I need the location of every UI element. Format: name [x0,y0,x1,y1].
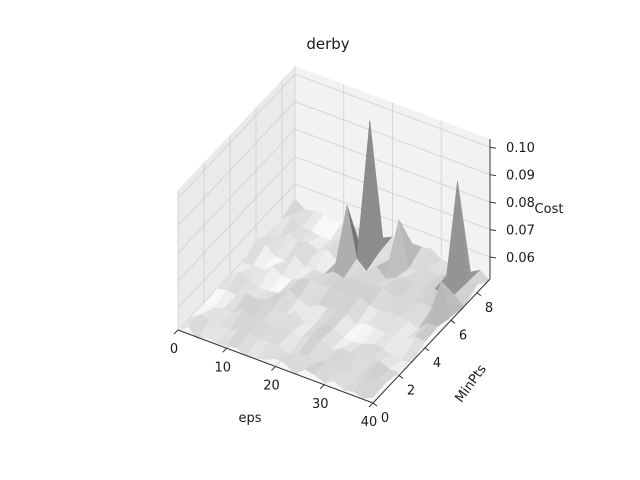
minpts-tick-label: 0 [381,411,389,426]
eps-tick-label: 10 [214,360,231,375]
minpts-tick [476,292,482,297]
eps-tick-label: 30 [312,397,329,412]
gridline-cost-side [294,101,491,176]
eps-tick-label: 40 [361,415,378,430]
eps-tick [368,402,374,408]
gridline-cost-back [177,183,296,309]
cost-tick-label: 0.06 [506,251,535,266]
cost-tick-label: 0.09 [506,169,535,184]
z-axis-label: Cost [535,202,564,217]
chart-title: derby [306,35,349,53]
x-axis-label: eps [238,411,261,426]
eps-tick-label: 20 [263,379,280,394]
minpts-tick-label: 6 [459,328,467,343]
minpts-tick-label: 4 [433,356,441,371]
minpts-tick [398,375,404,379]
minpts-tick-label: 8 [485,301,493,316]
gridline-cost-side [294,73,491,148]
cost-surface [177,120,491,399]
cost-tick [489,201,497,204]
eps-tick [222,347,228,353]
gridline-cost-back [177,156,296,281]
cost-tick-label: 0.07 [506,224,535,239]
cost-tick [489,174,497,177]
gridline-cost-back [177,128,296,254]
minpts-tick [372,402,378,407]
minpts-axis-line [372,278,491,404]
cost-tick-label: 0.08 [506,196,535,211]
cost-tick [489,146,497,149]
gridline-cost-back [177,101,296,226]
eps-tick [173,329,179,335]
minpts-tick [424,347,430,352]
eps-tick [271,366,276,371]
y-axis-label: MinPts [453,362,490,406]
gridline-cost-back [177,73,296,199]
eps-tick-label: 0 [170,342,178,357]
eps-tick [319,384,325,390]
cost-tick [489,229,497,232]
minpts-tick [450,319,456,324]
pane-eps-wall [178,66,295,330]
minpts-tick-label: 2 [407,383,415,398]
cost-tick [489,256,497,259]
cost-tick-label: 0.10 [506,141,535,156]
surface-patch [362,380,387,399]
